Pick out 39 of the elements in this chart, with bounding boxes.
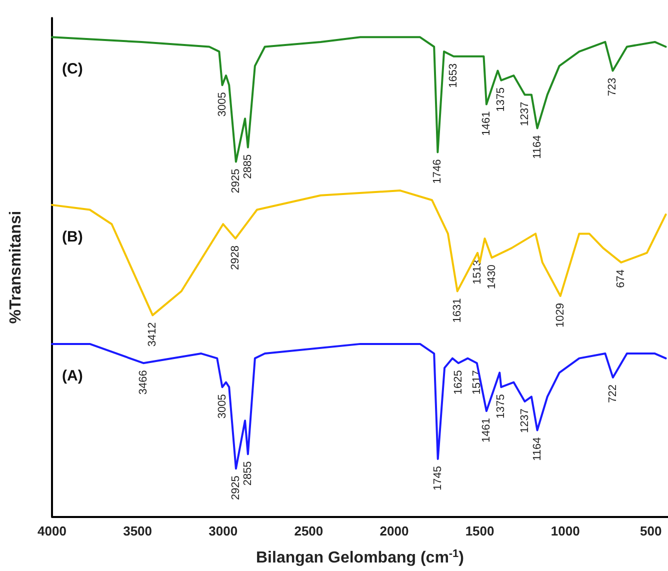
annotation: 1745 bbox=[432, 466, 444, 490]
annotation: 2925 bbox=[230, 476, 242, 500]
x-tick-label: 3500 bbox=[123, 524, 152, 538]
annotation: 2885 bbox=[242, 154, 254, 179]
x-tick-label: 4000 bbox=[38, 524, 66, 538]
annotation: 1164 bbox=[531, 135, 544, 159]
annotation: 3005 bbox=[216, 394, 228, 419]
annotation: 1164 bbox=[531, 437, 544, 461]
x-tick-label: 2000 bbox=[380, 524, 409, 538]
annotation: 674 bbox=[615, 269, 628, 288]
annotation: 1653 bbox=[448, 63, 460, 88]
annotation: 1461 bbox=[480, 111, 492, 136]
annotation: 2855 bbox=[242, 461, 254, 486]
annotation: 1375 bbox=[495, 87, 508, 112]
annotation: 3412 bbox=[146, 322, 159, 347]
annotation: 1631 bbox=[451, 298, 464, 323]
annotation: 722 bbox=[606, 384, 619, 403]
series-label: (A) bbox=[62, 367, 83, 384]
x-tick-label: 500 bbox=[640, 524, 662, 538]
series-label: (B) bbox=[62, 228, 83, 246]
annotation: 1430 bbox=[486, 264, 498, 290]
y-axis-title: %Transmitansi bbox=[8, 210, 24, 324]
annotation: 1237 bbox=[518, 102, 531, 126]
annotation: 3005 bbox=[216, 92, 228, 117]
x-tick-label: 2500 bbox=[294, 524, 324, 538]
x-tick-label: 3000 bbox=[208, 524, 238, 538]
annotation: 2928 bbox=[229, 245, 242, 270]
annotation: 2925 bbox=[230, 168, 242, 194]
annotation: 1029 bbox=[554, 303, 566, 328]
annotation: 1625 bbox=[452, 370, 464, 395]
annotation: 1375 bbox=[495, 394, 508, 419]
series-label: (C) bbox=[62, 60, 83, 78]
annotation: 1746 bbox=[432, 159, 444, 184]
annotation: 1237 bbox=[518, 408, 531, 433]
annotation: 1461 bbox=[480, 418, 492, 443]
annotation: 3466 bbox=[137, 370, 150, 395]
annotation: 723 bbox=[606, 78, 619, 96]
x-tick-label: 1000 bbox=[550, 524, 580, 538]
x-tick-label: 1500 bbox=[465, 524, 494, 538]
